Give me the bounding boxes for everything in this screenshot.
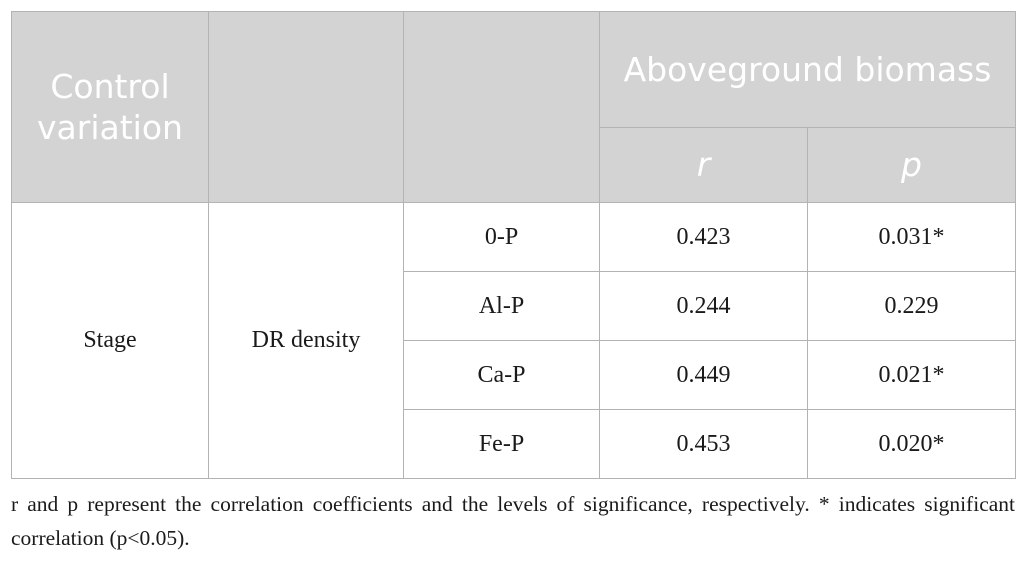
header-empty-col2: [208, 11, 404, 203]
p-value-cell: 0.021*: [806, 340, 1017, 410]
variable-cell: DR density: [208, 202, 404, 479]
p-value-cell: 0.031*: [806, 202, 1017, 272]
table-footnote: r and p represent the correlation coeffi…: [11, 492, 1015, 550]
header-aboveground-biomass: Aboveground biomass: [598, 11, 1017, 128]
correlation-table: Control variation Aboveground biomass r …: [11, 11, 1017, 479]
header-p: p: [806, 127, 1017, 203]
table-body: Stage DR density 0-P 0.423 0.031* Al-P 0…: [11, 202, 1017, 479]
fraction-cell: 0-P: [403, 202, 600, 272]
header-r: r: [599, 127, 808, 203]
header-empty-col3: [403, 11, 600, 203]
table-header: Control variation Aboveground biomass r …: [11, 11, 1017, 203]
table-row: Al-P 0.244 0.229: [12, 271, 1017, 341]
p-value-cell: 0.229: [806, 271, 1017, 341]
table-row: Fe-P 0.453 0.020*: [12, 409, 1017, 479]
fraction-cell: Ca-P: [403, 340, 600, 410]
table-row: Stage DR density 0-P 0.423 0.031*: [11, 202, 1017, 479]
p-value-cell: 0.020*: [806, 409, 1017, 479]
fraction-cell: Al-P: [403, 271, 600, 341]
stage-cell: Stage: [11, 202, 209, 479]
r-value-cell: 0.449: [599, 340, 808, 410]
fraction-cell: Fe-P: [403, 409, 600, 479]
header-control-variation: Control variation: [11, 11, 209, 203]
r-value-cell: 0.244: [599, 271, 808, 341]
r-value-cell: 0.453: [599, 409, 808, 479]
r-value-cell: 0.423: [599, 202, 808, 272]
